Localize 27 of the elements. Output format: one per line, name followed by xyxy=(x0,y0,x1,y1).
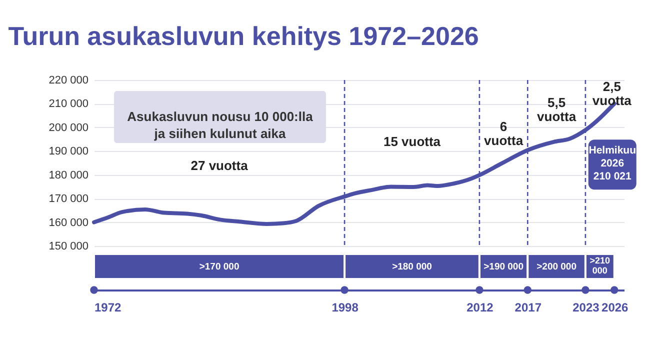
x-tick-label: 2017 xyxy=(514,300,542,314)
text: >170 000 xyxy=(199,262,240,272)
x-tick-label: 2026 xyxy=(602,300,629,314)
annotation: 6 vuotta xyxy=(484,119,524,148)
y-tick-label: 150 000 xyxy=(48,240,88,252)
text: >180 000 xyxy=(392,262,432,272)
text: >210 000 xyxy=(590,256,610,276)
y-tick-label: 180 000 xyxy=(48,169,88,182)
x-tick-label: 2023 xyxy=(572,300,600,314)
x-tick-label: 1998 xyxy=(332,300,359,314)
annotation: Asukasluvun nousu 10 000:lla ja siihen kulunut aika xyxy=(127,109,314,141)
y-tick-label: 220 000 xyxy=(48,74,88,86)
y-tick-label: 210 000 xyxy=(48,98,88,110)
text: >200 000 xyxy=(536,262,576,272)
y-tick-label: 160 000 xyxy=(48,216,88,229)
annotation: Helmikuu 2026 210 021 xyxy=(588,144,636,183)
y-tick-label: 200 000 xyxy=(48,122,88,134)
annotation: 2,5 vuotta xyxy=(592,79,632,108)
x-tick-label: 1972 xyxy=(94,300,122,314)
annotation: 5,5 vuotta xyxy=(537,95,577,124)
text: >190 000 xyxy=(484,262,524,272)
x-tick-label: 2012 xyxy=(466,300,494,314)
annotation: 27 vuotta xyxy=(190,158,249,173)
annotation: 15 vuotta xyxy=(383,134,442,149)
y-tick-label: 190 000 xyxy=(48,146,88,158)
y-tick-label: 170 000 xyxy=(48,193,88,206)
chart-title: Turun asukasluvun kehitys 1972–2026 xyxy=(8,21,479,51)
